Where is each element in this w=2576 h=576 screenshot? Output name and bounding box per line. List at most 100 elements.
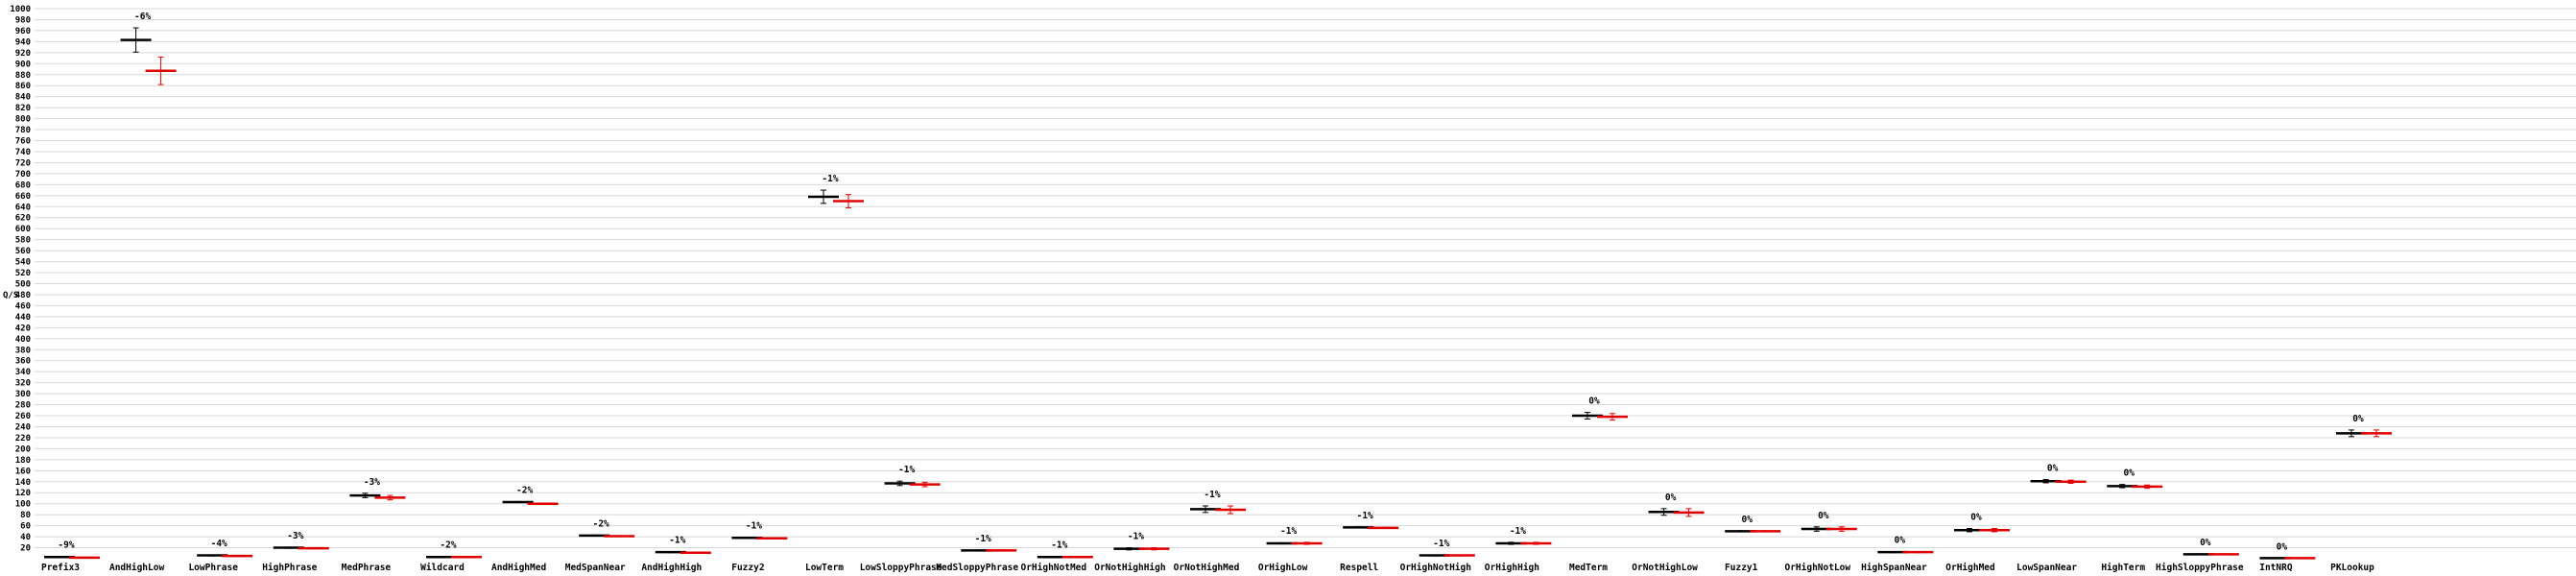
x-category-label: MedSpanNear [565,563,626,573]
y-tick-label: 120 [15,489,31,498]
y-tick-label: 140 [15,478,31,488]
x-category-label: OrHighLow [1258,563,1308,573]
y-tick-label: 400 [15,335,31,345]
x-category-label: LowSloppyPhrase [860,563,942,573]
category-group: -1% [1267,526,1323,544]
percent-change-label: -1% [1280,526,1297,537]
category-group: -2% [579,518,634,537]
percent-change-label: -2% [516,485,533,495]
y-tick-label: 900 [15,60,31,69]
y-tick-label: 500 [15,280,31,290]
y-tick-label: 700 [15,170,31,180]
category-group: -1% [731,521,787,540]
y-tick-label: 320 [15,379,31,389]
y-tick-label: 800 [15,115,31,125]
y-tick-label: 360 [15,357,31,367]
y-tick-label: 460 [15,301,31,311]
x-category-label: MedTerm [1569,563,1608,573]
percent-change-label: 0% [1588,396,1600,407]
x-category-label: OrHighNotMed [1020,563,1086,573]
category-group: 0% [1801,511,1857,532]
y-tick-label: 420 [15,324,31,333]
y-tick-label: 80 [20,511,31,520]
percent-change-label: -3% [287,531,303,541]
y-tick-label: 660 [15,192,31,202]
x-category-label: Prefix3 [41,563,80,573]
percent-change-label: 0% [1741,515,1753,525]
y-tick-label: 580 [15,236,31,246]
y-tick-label: 620 [15,214,31,224]
percent-change-label: -3% [364,477,380,488]
y-tick-label: 960 [15,27,31,36]
category-group: 0% [2031,463,2087,483]
x-category-label: HighSpanNear [1861,563,1927,573]
percent-change-label: -1% [898,465,915,475]
x-category-label: Respell [1340,563,1378,573]
category-group: -6% [121,12,177,84]
category-group: -3% [349,477,405,500]
category-group: -1% [1190,490,1246,514]
category-group: 0% [2259,541,2315,558]
category-group: -1% [1038,540,1093,558]
y-tick-label: 640 [15,203,31,212]
y-tick-label: 240 [15,422,31,432]
percent-change-label: 0% [2277,541,2288,552]
percent-change-label: 0% [1818,511,1829,521]
x-category-label: HighPhrase [262,563,317,573]
y-tick-label: 380 [15,346,31,355]
y-tick-label: 440 [15,313,31,323]
x-category-label: LowTerm [805,563,844,573]
x-category-label: OrNotHighHigh [1094,563,1165,573]
y-tick-label: 340 [15,368,31,377]
percent-change-label: -4% [211,539,227,549]
y-tick-label: 200 [15,444,31,454]
category-group: 0% [1649,492,1705,516]
category-group: 0% [1572,396,1628,420]
x-category-label: Fuzzy1 [1725,563,1758,573]
percent-change-label: -6% [134,12,151,22]
percent-change-label: 0% [2123,468,2135,479]
category-group: -3% [274,531,329,549]
y-tick-label: 220 [15,434,31,444]
category-group: -2% [426,540,482,558]
percent-change-label: -1% [1357,511,1373,521]
data-marks: -9% -6% -4% -3% -3% -2% -2% -2% -1% -1% -1% -1% -1% -… [44,12,2392,558]
y-tick-label: 180 [15,456,31,466]
category-group: -2% [503,485,559,504]
category-group: 0% [1725,515,1780,532]
x-category-label: Fuzzy2 [731,563,764,573]
percent-change-label: -1% [746,521,762,532]
y-axis-label: Q/S [3,291,18,300]
y-tick-label: 1000 [10,5,31,14]
y-tick-label: 720 [15,158,31,168]
y-tick-label: 740 [15,148,31,157]
x-category-label: OrHighNotLow [1784,563,1850,573]
percent-change-label: -9% [58,540,74,551]
x-category-label: AndHighLow [109,563,164,573]
x-category-label: AndHighMed [491,563,546,573]
percent-change-label: -2% [440,540,456,551]
gridlines [35,9,2576,548]
x-category-label: Wildcard [420,563,465,573]
percent-change-label: 0% [2047,463,2059,473]
x-category-label: OrNotHighLow [1632,563,1698,573]
y-tick-label: 560 [15,247,31,256]
x-category-label: LowSpanNear [2016,563,2077,573]
x-category-label: IntNRQ [2259,563,2293,573]
y-tick-label: 160 [15,467,31,476]
y-tick-label: 940 [15,37,31,47]
y-tick-label: 780 [15,126,31,135]
percent-change-label: 0% [2200,538,2211,548]
percent-change-label: -1% [1433,539,1449,549]
x-category-label: HighSloppyPhrase [2156,563,2244,573]
x-category-label: AndHighHigh [641,563,702,573]
percent-change-label: -1% [1128,532,1144,542]
x-category-label: OrHighNotHigh [1400,563,1471,573]
y-tick-label: 980 [15,15,31,25]
y-tick-label: 540 [15,258,31,268]
y-tick-label: 40 [20,533,31,542]
y-tick-label: 60 [20,522,31,532]
x-category-label: OrNotHighMed [1174,563,1240,573]
